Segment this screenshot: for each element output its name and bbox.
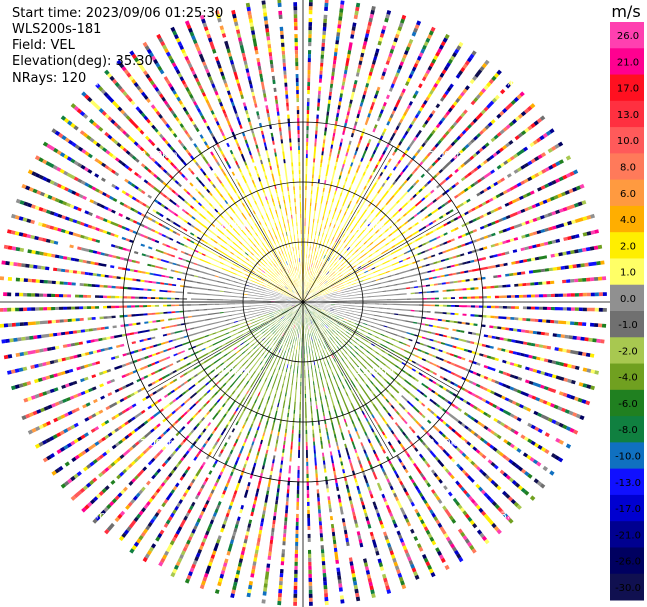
colorbar-swatch [610, 468, 644, 496]
range-ring-labels: 1.00km 1.00km 1.00km 1.00km 2.00km 2.00km 2.00… [68, 78, 539, 522]
colorbar-tick: -10.0 [615, 452, 641, 463]
azimuth-spoke [212, 145, 304, 303]
range-ring-label: 2.00km [140, 438, 178, 449]
colorbar-swatch [610, 573, 644, 601]
range-ring-label: 3.00km [68, 510, 106, 521]
azimuth-spoke [302, 211, 460, 303]
colorbar-tick: 10.0 [617, 136, 639, 147]
range-ring-label: 3.00km [500, 78, 538, 89]
colorbar: m/s 26.0 21.0 17.0 13.0 10.0 8.0 6.0 4.0 2.0 1.0 0.… [610, 2, 644, 601]
colorbar-swatch [610, 100, 644, 128]
colorbar-tick: 0.0 [620, 294, 636, 305]
azimuth-spoke [146, 211, 304, 303]
colorbar-tick: 13.0 [617, 110, 639, 121]
colorbar-swatch [610, 337, 644, 365]
range-ring-label: 3.00km [68, 78, 106, 89]
colorbar-tick: 8.0 [620, 163, 636, 174]
colorbar-swatch [610, 311, 644, 338]
colorbar-tick: -4.0 [618, 373, 638, 384]
colorbar-tick: -26.0 [615, 557, 641, 568]
azimuth-spoke [302, 301, 460, 393]
colorbar-swatch [610, 48, 644, 76]
range-ring-label: 2.00km [428, 438, 466, 449]
colorbar-tick: -1.0 [618, 320, 638, 331]
colorbar-tick: -6.0 [618, 399, 638, 410]
range-ring-label: 1.00km [356, 222, 394, 233]
elevation-label: Elevation(deg): 35.30 [12, 54, 153, 69]
range-ring-label: 1.00km [356, 366, 394, 377]
azimuth-spoke [146, 301, 304, 393]
colorbar-tick: 4.0 [620, 215, 636, 226]
colorbar-tick: 17.0 [617, 84, 639, 95]
colorbar-tick: -21.0 [615, 530, 641, 541]
colorbar-swatch [610, 205, 644, 233]
nrays-label: NRays: 120 [12, 71, 87, 86]
colorbar-tick: 1.0 [620, 268, 636, 279]
colorbar-swatch [610, 179, 644, 207]
colorbar-swatch [610, 442, 644, 470]
colorbar-swatch [610, 416, 644, 443]
colorbar-swatch [610, 232, 644, 259]
colorbar-swatch [610, 284, 644, 312]
colorbar-tick: -17.0 [615, 504, 641, 515]
colorbar-swatch [610, 127, 644, 154]
colorbar-swatch [610, 521, 644, 548]
colorbar-swatch [610, 494, 644, 522]
field-label: Field: VEL [12, 38, 75, 53]
colorbar-swatch [610, 389, 644, 417]
azimuth-spoke [302, 145, 394, 303]
colorbar-swatch [610, 547, 644, 575]
colorbar-swatch [610, 258, 644, 286]
range-ring-label: 1.00km [212, 222, 250, 233]
range-ring-label: 1.00km [212, 366, 250, 377]
colorbar-swatch [610, 74, 644, 102]
range-ring-label: 2.00km [428, 150, 466, 161]
start-time-label: Start time: 2023/09/06 01:25:30 [12, 6, 224, 21]
azimuth-spoke [302, 301, 394, 459]
colorbar-tick: 2.0 [620, 241, 636, 252]
colorbar-tick: -2.0 [618, 346, 638, 357]
gate-color-4 [0, 0, 605, 598]
colorbar-tick: -30.0 [615, 583, 641, 594]
colorbar-swatch [610, 22, 644, 49]
gate-color-11 [18, 6, 607, 584]
instrument-label: WLS200s-181 [12, 22, 102, 37]
colorbar-tick: 21.0 [617, 57, 639, 68]
colorbar-title: m/s [611, 2, 640, 21]
colorbar-swatch [610, 153, 644, 181]
colorbar-tick: 26.0 [617, 31, 639, 42]
range-rings [0, 0, 610, 607]
colorbar-swatch [610, 363, 644, 391]
range-ring-label: 3.00km [500, 510, 538, 521]
colorbar-tick: -13.0 [615, 478, 641, 489]
range-ring-label: 2.00km [140, 150, 178, 161]
azimuth-spoke [212, 301, 304, 459]
colorbar-tick: -8.0 [618, 425, 638, 436]
colorbar-tick: 6.0 [620, 189, 636, 200]
